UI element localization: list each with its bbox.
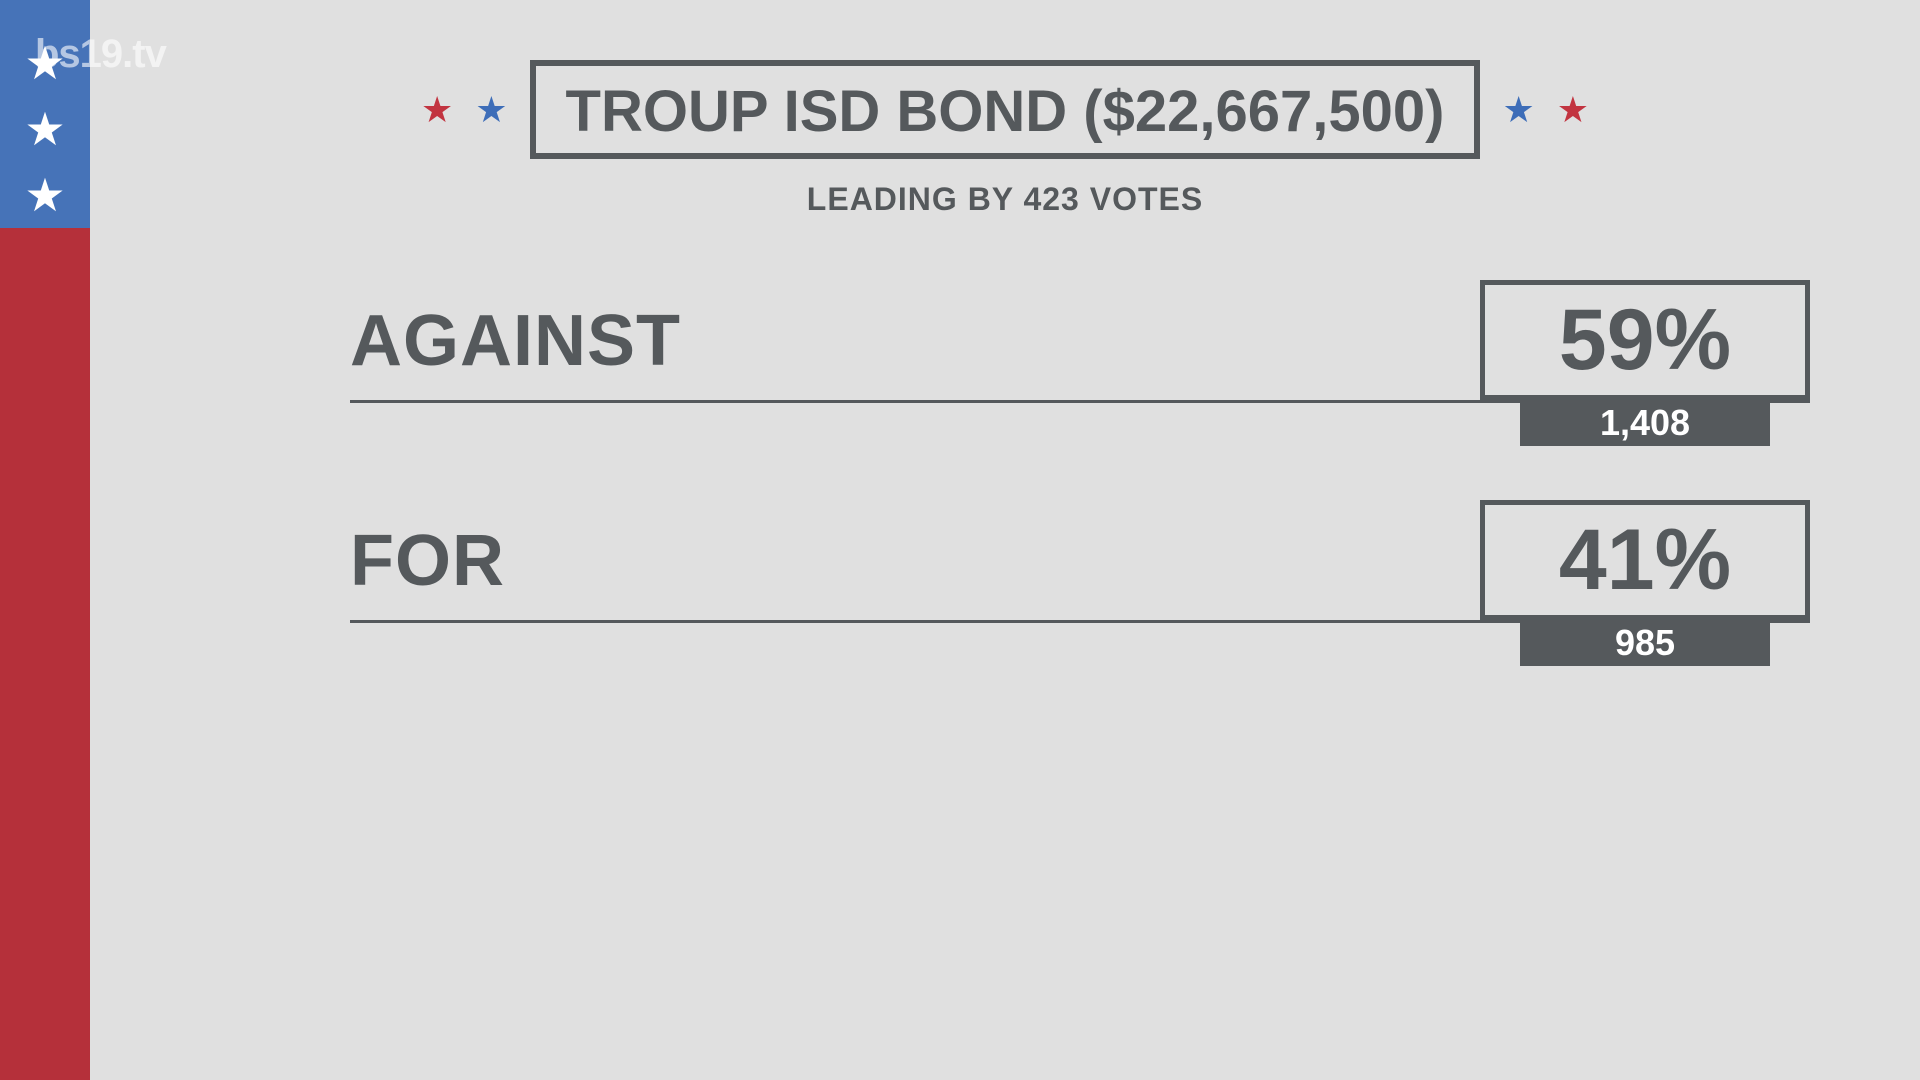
star-icon: ★: [1502, 92, 1534, 128]
percent-box: 59%: [1480, 280, 1810, 400]
star-icon: ★: [24, 172, 65, 218]
star-icon: ★: [24, 106, 65, 152]
header: ★ ★ TROUP ISD BOND ($22,667,500) ★ ★ LEA…: [90, 60, 1920, 218]
leading-text: LEADING BY 423 VOTES: [807, 181, 1203, 218]
race-title: TROUP ISD BOND ($22,667,500): [566, 79, 1445, 144]
star-icon: ★: [475, 92, 507, 128]
percent-value: 59%: [1559, 291, 1731, 390]
star-icon: ★: [421, 92, 453, 128]
votes-box: 1,408: [1520, 400, 1770, 446]
title-box: TROUP ISD BOND ($22,667,500): [530, 60, 1481, 159]
votes-value: 1,408: [1600, 402, 1690, 444]
votes-box: 985: [1520, 620, 1770, 666]
stripe-red: [0, 228, 90, 1080]
title-row: ★ ★ TROUP ISD BOND ($22,667,500) ★ ★: [421, 60, 1589, 159]
result-row: AGAINST 59% 1,408: [350, 280, 1810, 460]
results-list: AGAINST 59% 1,408 FOR 41% 985: [350, 280, 1810, 720]
percent-value: 41%: [1559, 511, 1731, 610]
percent-box: 41%: [1480, 500, 1810, 620]
star-icon: ★: [1557, 92, 1589, 128]
result-row: FOR 41% 985: [350, 500, 1810, 680]
content-area: ★ ★ TROUP ISD BOND ($22,667,500) ★ ★ LEA…: [90, 0, 1920, 1080]
option-label: AGAINST: [350, 300, 681, 382]
votes-value: 985: [1615, 622, 1675, 664]
option-label: FOR: [350, 520, 505, 602]
left-stripe: ★ ★ ★: [0, 0, 90, 1080]
